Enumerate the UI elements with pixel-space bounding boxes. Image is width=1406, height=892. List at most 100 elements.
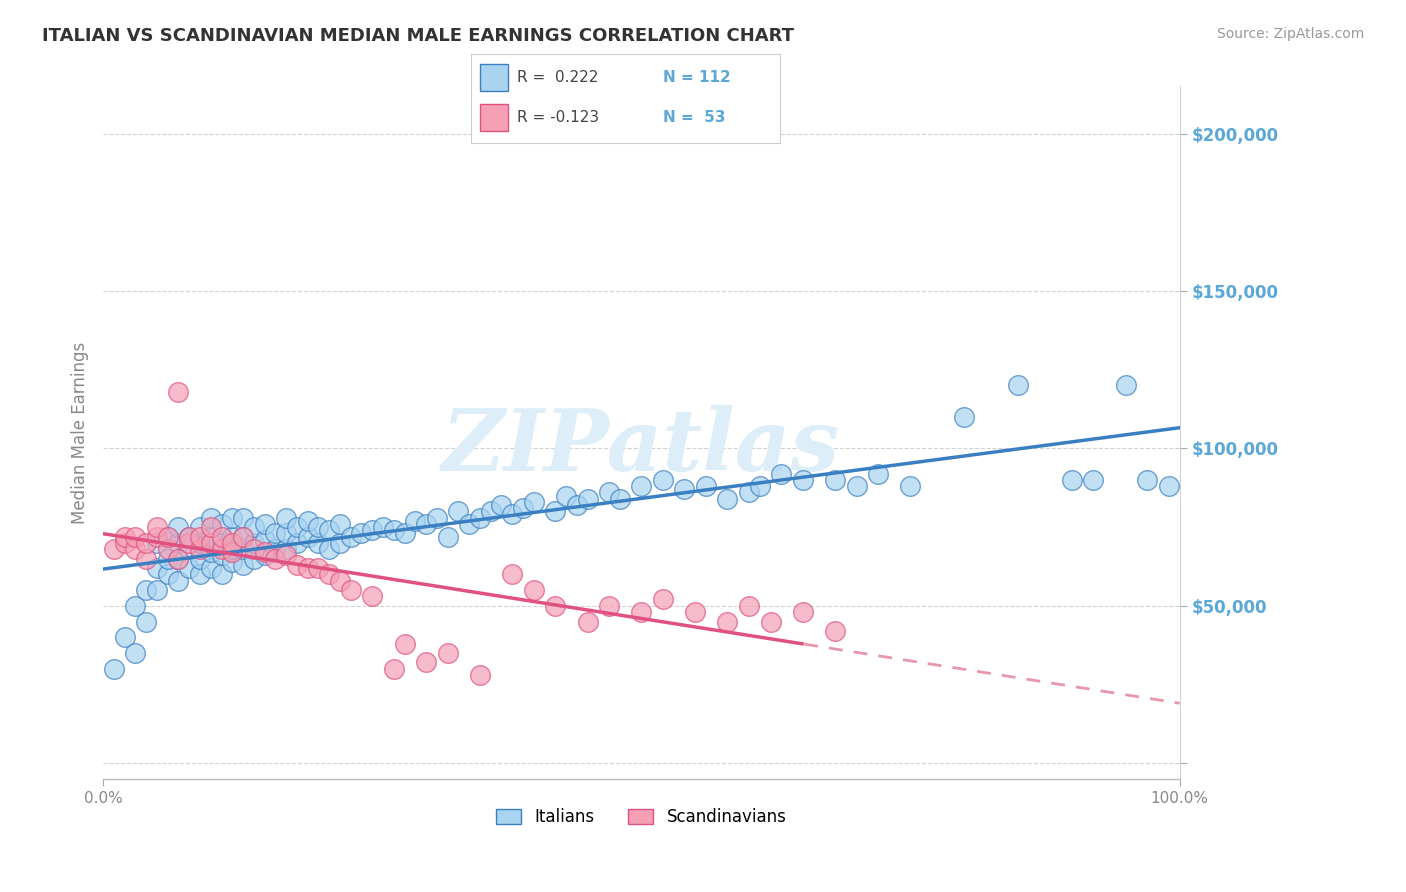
Point (1157, 479, 1180, 493)
Point (716, 491, 738, 506)
Point (307, 520, 329, 534)
Point (394, 526, 416, 541)
Point (716, 615, 738, 629)
Point (188, 542, 211, 557)
Point (276, 526, 298, 541)
Point (361, 590, 384, 604)
Point (232, 542, 254, 557)
Text: R = -0.123: R = -0.123 (517, 111, 599, 125)
Point (167, 384, 190, 399)
Point (124, 529, 146, 543)
Point (565, 498, 588, 512)
Point (1083, 473, 1105, 487)
Point (276, 510, 298, 524)
Text: N = 112: N = 112 (662, 70, 731, 85)
Point (167, 574, 190, 588)
Point (232, 529, 254, 543)
Point (264, 526, 287, 541)
Point (544, 599, 567, 613)
Point (458, 516, 481, 531)
Point (167, 520, 190, 534)
Legend: Italians, Scandinavians: Italians, Scandinavians (489, 802, 793, 833)
Point (576, 491, 599, 506)
Point (491, 498, 513, 512)
Point (243, 542, 266, 557)
Point (156, 542, 179, 557)
Point (221, 542, 243, 557)
Point (243, 551, 266, 566)
Point (651, 592, 673, 607)
Point (167, 551, 190, 566)
Point (350, 526, 373, 541)
Point (1007, 378, 1029, 392)
Point (146, 561, 169, 575)
Point (748, 479, 770, 493)
Point (512, 501, 534, 516)
Point (339, 582, 361, 597)
Point (211, 536, 233, 550)
Point (146, 520, 169, 534)
Point (297, 514, 319, 528)
Point (1115, 378, 1137, 392)
Point (738, 485, 761, 500)
Point (447, 504, 470, 518)
Point (135, 615, 157, 629)
Point (211, 516, 233, 531)
Point (285, 520, 308, 534)
Point (124, 599, 146, 613)
Point (436, 529, 458, 543)
Y-axis label: Median Male Earnings: Median Male Earnings (72, 342, 89, 524)
Point (188, 567, 211, 582)
Point (276, 542, 298, 557)
Point (329, 516, 352, 531)
Point (845, 479, 868, 493)
Point (426, 510, 449, 524)
Point (382, 523, 405, 537)
Point (695, 479, 717, 493)
Point (179, 561, 201, 575)
Point (179, 529, 201, 543)
Point (468, 668, 491, 682)
Point (135, 582, 157, 597)
Point (221, 510, 243, 524)
Point (103, 662, 125, 676)
Point (318, 523, 340, 537)
Point (792, 605, 814, 619)
Point (501, 567, 523, 582)
Point (1136, 473, 1159, 487)
Point (394, 636, 416, 650)
Point (415, 656, 437, 670)
Point (232, 510, 254, 524)
Point (479, 504, 502, 518)
Point (264, 551, 287, 566)
Text: ITALIAN VS SCANDINAVIAN MEDIAN MALE EARNINGS CORRELATION CHART: ITALIAN VS SCANDINAVIAN MEDIAN MALE EARN… (42, 27, 794, 45)
Point (200, 536, 222, 550)
Point (124, 646, 146, 660)
Point (114, 630, 136, 644)
Point (253, 545, 276, 559)
Point (630, 479, 652, 493)
Point (221, 555, 243, 569)
Point (146, 582, 169, 597)
Point (285, 536, 308, 550)
Point (146, 536, 169, 550)
Point (824, 473, 846, 487)
Point (211, 542, 233, 557)
Point (135, 551, 157, 566)
Point (156, 529, 179, 543)
Point (179, 536, 201, 550)
Point (759, 615, 782, 629)
Point (415, 516, 437, 531)
Point (523, 495, 546, 509)
Point (211, 549, 233, 563)
Point (114, 536, 136, 550)
Point (673, 483, 696, 497)
Point (253, 516, 276, 531)
Point (232, 529, 254, 543)
Point (297, 529, 319, 543)
Point (179, 529, 201, 543)
Point (329, 536, 352, 550)
Point (382, 662, 405, 676)
Point (276, 549, 298, 563)
Point (329, 574, 352, 588)
